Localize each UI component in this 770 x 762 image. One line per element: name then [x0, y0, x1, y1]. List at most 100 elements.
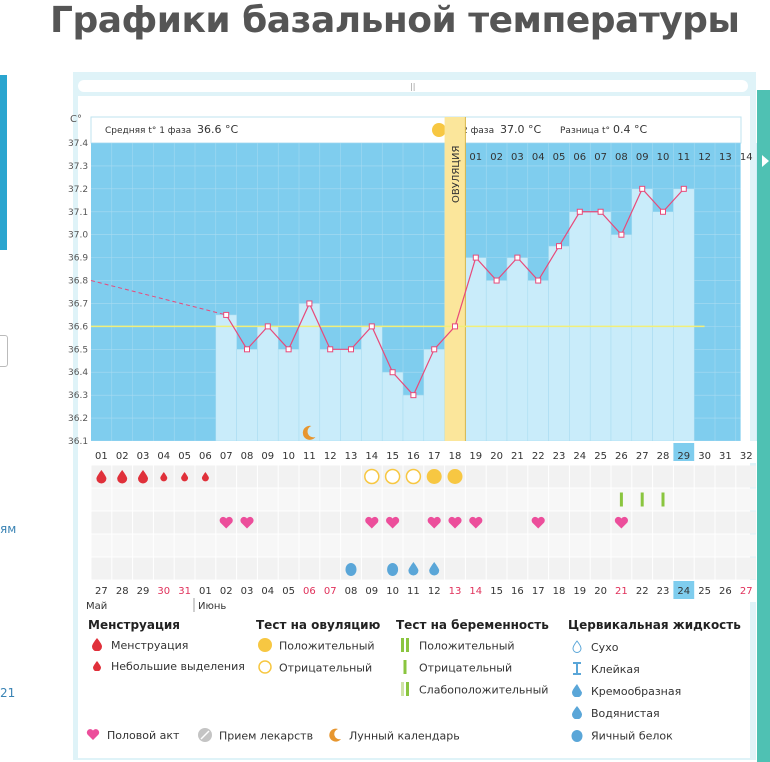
horizontal-scrollbar[interactable]: [78, 80, 748, 92]
marker-cell: [590, 534, 611, 557]
marker-cell: [715, 534, 736, 557]
y-tick-label: 36.2: [68, 414, 88, 424]
date-label: 27: [740, 586, 753, 597]
marker-cell: [486, 488, 507, 511]
legend-item-eggwhite[interactable]: Яичный белок: [568, 728, 673, 745]
left-partial-input[interactable]: [0, 335, 8, 367]
date-label: 04: [261, 586, 274, 597]
marker-cell: [195, 534, 216, 557]
marker-cell: [341, 465, 361, 488]
drop-icon: [160, 471, 168, 482]
marker-cell: [153, 557, 174, 580]
legend-item-sticky[interactable]: Клейкая: [568, 662, 640, 678]
legend-item-dry[interactable]: Сухо: [568, 640, 618, 656]
marker-cell: [320, 557, 341, 580]
cycle-day-label: 13: [345, 451, 358, 462]
legend-item-menstruation[interactable]: Менструация: [88, 638, 188, 654]
marker-cell: [112, 511, 133, 534]
marker-cell: [133, 557, 153, 580]
marker-cell: [465, 557, 486, 580]
legend-label: Водянистая: [591, 707, 660, 720]
legend-item-intercourse[interactable]: Половой акт: [84, 728, 179, 744]
cycle-day-label: 26: [615, 451, 628, 462]
legend-item-medication[interactable]: Прием лекарств: [196, 728, 313, 745]
marker-cell: [549, 511, 569, 534]
y-tick-label: 37.2: [68, 185, 88, 195]
marker-cell: [133, 511, 153, 534]
date-label: 06: [303, 586, 316, 597]
temperature-bar: [402, 394, 425, 442]
drop-icon: [181, 471, 189, 482]
temperature-bar: [485, 280, 508, 442]
temperature-bar: [465, 257, 487, 442]
legend-item-creamy[interactable]: Кремообразная: [568, 684, 681, 700]
legend-item-pregnancy-weak[interactable]: Слабоположительный: [396, 682, 548, 699]
temperature-point: [244, 346, 250, 353]
legend-item-pregnancy-negative[interactable]: Отрицательный: [396, 660, 512, 677]
marker-cell: [673, 465, 694, 488]
half-drop-icon: [568, 684, 586, 700]
moon-icon: [326, 728, 344, 745]
drop-red-icon: [88, 638, 106, 654]
cycle-day-label: 18: [449, 451, 462, 462]
date-label: 23: [657, 586, 670, 597]
legend-item-pregnancy-positive[interactable]: Положительный: [396, 638, 515, 655]
legend-item-watery[interactable]: Водянистая: [568, 706, 660, 722]
eggwhite-drop-icon: [345, 563, 357, 576]
temperature-bar: [423, 349, 445, 442]
marker-cell: [445, 557, 465, 580]
cycle-day-label: 14: [365, 451, 378, 462]
diff-value: 0.4 °C: [613, 123, 647, 136]
cycle-day-label: 24: [573, 451, 586, 462]
marker-cell: [153, 488, 174, 511]
date-label: 24: [677, 586, 690, 597]
y-tick-label: 36.4: [68, 368, 88, 378]
marker-cell: [153, 534, 174, 557]
marker-cell: [299, 488, 320, 511]
legend-item-ovulation-negative[interactable]: Отрицательный: [256, 660, 372, 677]
double-strip-icon: [396, 638, 414, 655]
cycle-day-label: 31: [719, 451, 732, 462]
temperature-bar: [277, 349, 300, 442]
heart-icon: [240, 516, 254, 529]
current-cycle-day-highlight: [673, 443, 695, 461]
date-label: 27: [95, 586, 108, 597]
marker-cell: [299, 511, 320, 534]
cycle-day-label: 16: [407, 451, 420, 462]
cycle-day-label: 30: [698, 451, 711, 462]
legend-item-moon[interactable]: Лунный календарь: [326, 728, 460, 745]
left-partial-link[interactable]: ям: [0, 522, 17, 536]
scroll-grip-icon[interactable]: ||: [410, 82, 416, 91]
y-tick-label: 36.3: [68, 391, 88, 401]
marker-cell: [694, 557, 715, 580]
cycle-day-label: 03: [137, 451, 150, 462]
temperature-point: [618, 231, 625, 238]
next-arrow-icon[interactable]: [762, 155, 769, 167]
cycle-day-label: 07: [220, 451, 233, 462]
marker-cell: [341, 511, 361, 534]
drop-icon: [429, 562, 440, 576]
temperature-bar: [257, 326, 279, 442]
cycle-day-label: 20: [490, 451, 503, 462]
legend-title-pregnancy-test: Тест на беременность: [396, 618, 549, 632]
legend-item-ovulation-positive[interactable]: Положительный: [256, 638, 375, 655]
marker-cell: [507, 488, 528, 511]
marker-cell: [673, 488, 694, 511]
marker-cell: [590, 465, 611, 488]
marker-cell: [91, 557, 112, 580]
y-unit-label: C°: [70, 114, 82, 125]
marker-cell: [569, 511, 590, 534]
marker-cell: [361, 557, 382, 580]
legend-label: Кремообразная: [591, 685, 682, 698]
marker-cell: [237, 534, 257, 557]
marker-cell: [632, 557, 653, 580]
marker-cell: [673, 511, 694, 534]
legend-item-spotting[interactable]: Небольшие выделения: [88, 660, 245, 674]
marker-cell: [403, 511, 424, 534]
date-label: 09: [365, 586, 378, 597]
weak-strip-icon: [396, 682, 414, 699]
marker-cell: [299, 465, 320, 488]
date-label: 20: [594, 586, 607, 597]
temperature-point: [556, 243, 562, 250]
small-drop-red-icon: [88, 660, 106, 674]
